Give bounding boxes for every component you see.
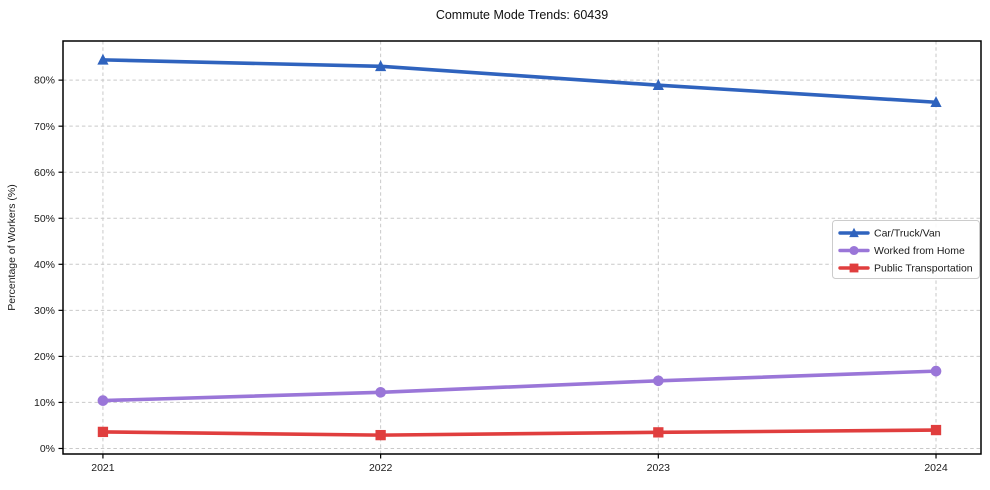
y-tick-label: 70% xyxy=(34,121,55,133)
data-point-public-transportation-2023 xyxy=(653,427,664,438)
legend-circle-icon xyxy=(849,245,859,256)
legend-square-icon xyxy=(849,263,859,273)
series-line-public-transportation xyxy=(101,428,938,437)
x-tick-label: 2022 xyxy=(369,462,393,474)
plot-frame xyxy=(62,40,982,455)
data-point-car-truck-van-2023 xyxy=(652,79,664,90)
y-tick-label: 10% xyxy=(34,397,55,409)
legend-item-worked-from-home: Worked from Home xyxy=(838,245,965,257)
data-point-car-truck-van-2022 xyxy=(375,60,387,72)
data-point-public-transportation-2022 xyxy=(375,429,386,441)
data-point-worked-from-home-2021 xyxy=(97,395,109,406)
x-tick-label: 2023 xyxy=(647,462,671,474)
legend-label: Public Transportation xyxy=(874,263,973,275)
x-tick-label: 2024 xyxy=(924,462,948,474)
data-point-worked-from-home-2022 xyxy=(375,386,386,398)
data-point-public-transportation-2024 xyxy=(930,424,942,436)
data-point-worked-from-home-2023 xyxy=(653,375,664,387)
y-tick-label: 30% xyxy=(34,305,55,317)
data-point-worked-from-home-2024 xyxy=(930,365,942,377)
legend-item-public-transportation: Public Transportation xyxy=(838,263,973,275)
legend-label: Worked from Home xyxy=(874,245,965,257)
data-point-public-transportation-2021 xyxy=(97,426,109,438)
y-axis-label: Percentage of Workers (%) xyxy=(6,184,18,310)
legend-triangle-icon xyxy=(849,227,859,238)
y-tick-label: 50% xyxy=(34,213,55,225)
y-tick-label: 20% xyxy=(34,351,55,363)
x-tick-label: 2021 xyxy=(91,462,115,474)
series-line-worked-from-home xyxy=(101,369,938,403)
chart-title: Commute Mode Trends: 60439 xyxy=(435,8,609,22)
data-point-car-truck-van-2021 xyxy=(97,53,109,65)
legend-box xyxy=(832,220,980,279)
series-car-truck-van xyxy=(97,53,942,107)
series-worked-from-home xyxy=(97,365,942,406)
legend-label: Car/Truck/Van xyxy=(874,228,941,240)
series-public-transportation xyxy=(97,424,942,441)
y-tick-label: 40% xyxy=(34,259,55,271)
legend-item-car-truck-van: Car/Truck/Van xyxy=(838,227,941,240)
series-line-car-truck-van xyxy=(101,58,938,105)
legend: Car/Truck/Van Worked from Home Public Tran… xyxy=(832,220,980,279)
data-point-car-truck-van-2024 xyxy=(930,96,942,107)
y-tick-label: 80% xyxy=(34,75,55,87)
y-tick-label: 0% xyxy=(40,443,55,455)
y-tick-label: 60% xyxy=(34,167,55,179)
